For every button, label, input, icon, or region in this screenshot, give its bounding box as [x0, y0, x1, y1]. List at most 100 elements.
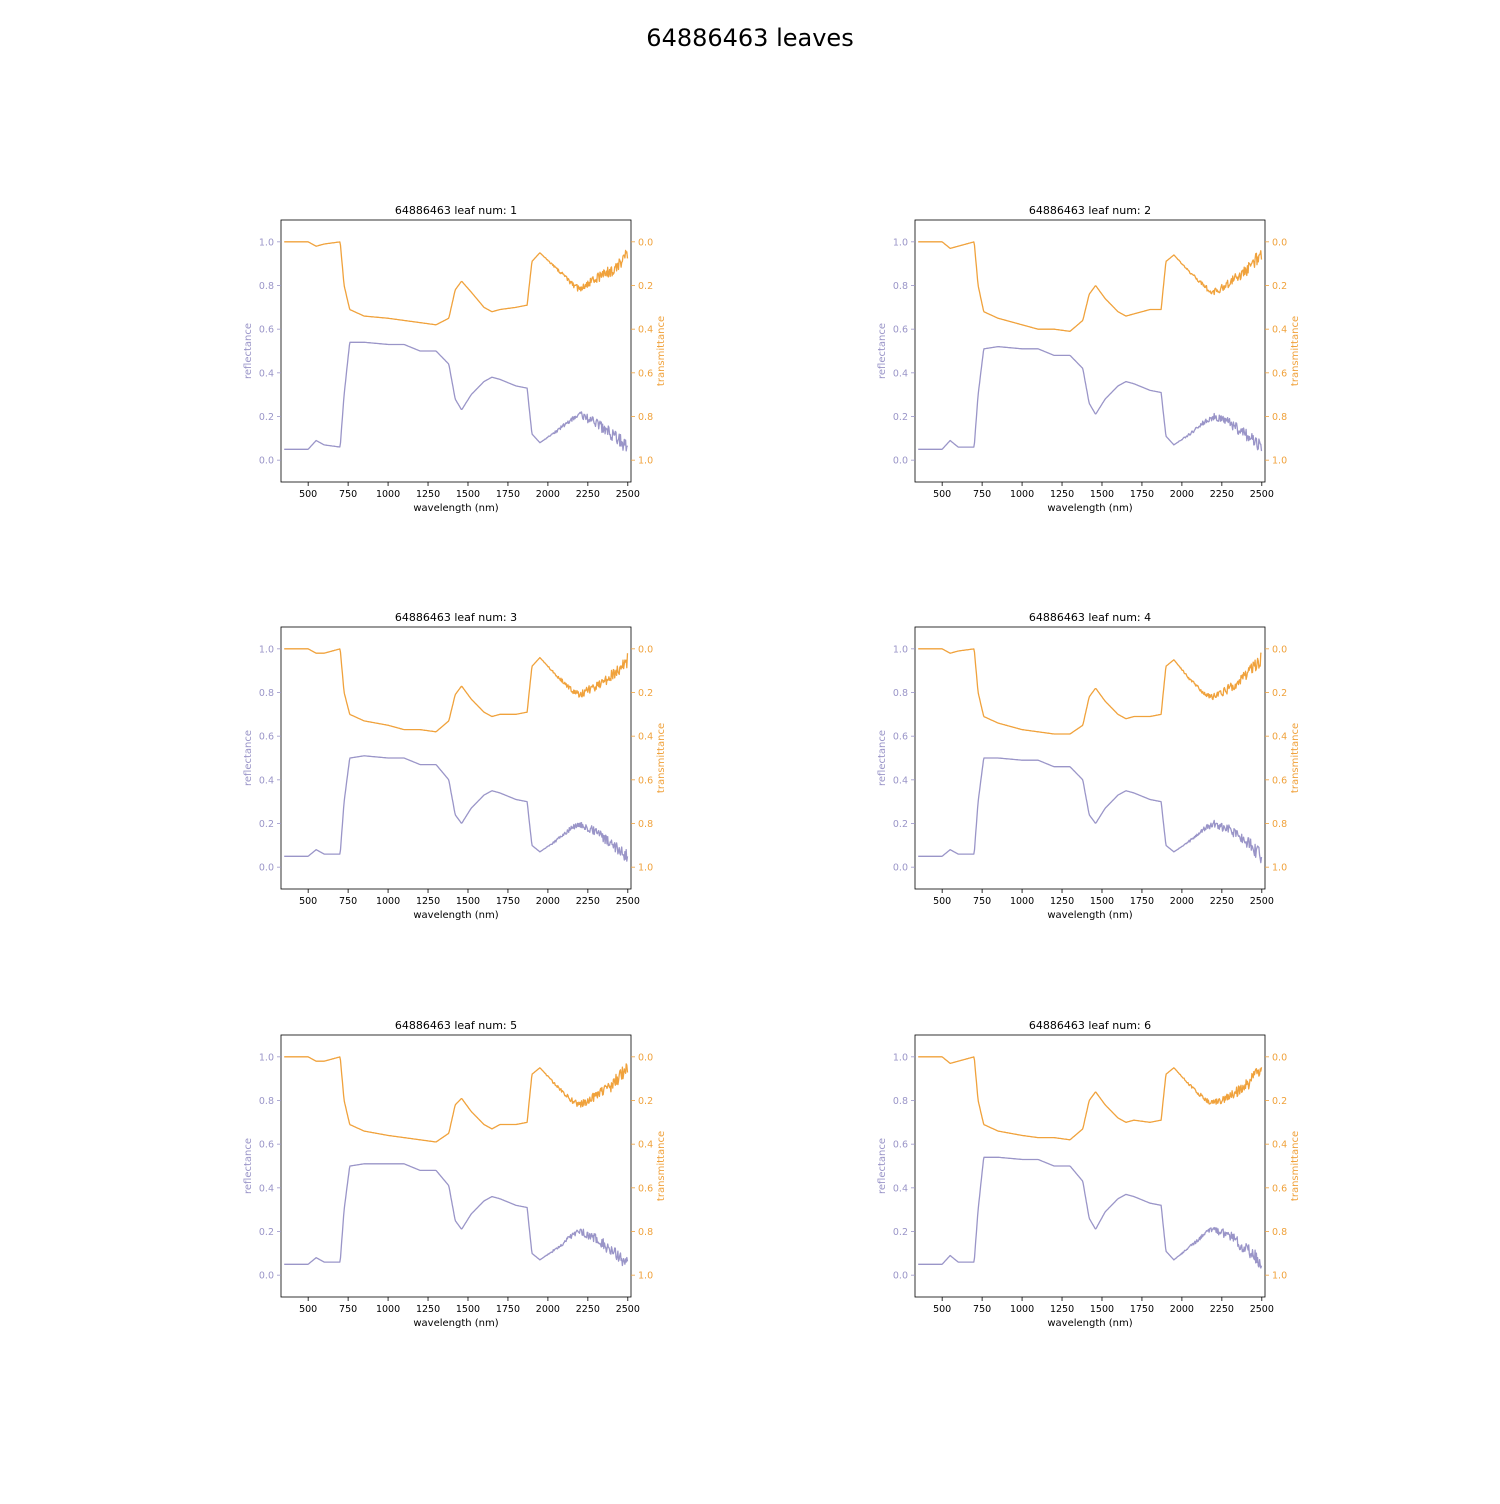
- x-tick-label: 1750: [496, 489, 520, 500]
- x-tick-label: 1250: [416, 489, 440, 500]
- x-tick-label: 2000: [1170, 896, 1194, 907]
- x-tick-label: 2500: [616, 896, 640, 907]
- x-tick-label: 1000: [376, 896, 400, 907]
- series-group: [284, 1056, 629, 1267]
- x-tick-label: 1000: [1010, 1304, 1034, 1315]
- y-tick-label: 0.8: [259, 281, 274, 292]
- y-tick-label: 0.0: [893, 456, 908, 467]
- plot-frame: [280, 626, 632, 890]
- y2-tick-label: 0.4: [638, 732, 653, 743]
- series-line-reflectance: [284, 1163, 629, 1267]
- y-tick-label: 0.6: [893, 732, 908, 743]
- x-tick-label: 2000: [1170, 489, 1194, 500]
- y-tick-label: 1.0: [259, 1052, 274, 1063]
- y2-tick-label: 0.8: [638, 412, 653, 423]
- x-tick-label: 1500: [456, 1304, 480, 1315]
- x-tick-label: 1250: [416, 1304, 440, 1315]
- series-line-reflectance: [918, 345, 1263, 452]
- y-tick-label: 0.6: [259, 325, 274, 336]
- x-tick-label: 1250: [416, 896, 440, 907]
- y-tick-label: 0.0: [259, 863, 274, 874]
- x-tick-label: 2000: [536, 896, 560, 907]
- y-axis-label: reflectance: [243, 323, 254, 379]
- y-tick-label: 0.4: [893, 368, 908, 379]
- x-tick-label: 1750: [496, 896, 520, 907]
- y2-axis-label: transmittance: [656, 1131, 667, 1201]
- series-group: [918, 648, 1263, 864]
- x-tick-label: 2250: [576, 489, 600, 500]
- y-axis-label: reflectance: [243, 730, 254, 786]
- y2-axis-label: transmittance: [1290, 723, 1301, 793]
- y-tick-label: 0.0: [893, 863, 908, 874]
- x-tick-label: 1000: [1010, 489, 1034, 500]
- y2-axis-label: transmittance: [1290, 316, 1301, 386]
- y2-tick-label: 0.0: [638, 644, 653, 655]
- y-tick-label: 0.2: [893, 1227, 908, 1238]
- chart-panel-2: 64886463 leaf num: 2 500 750 1000 1250 1500 17…: [877, 204, 1301, 514]
- y2-tick-label: 0.6: [638, 775, 653, 786]
- chart-title: 64886463 leaf num: 6: [1029, 1019, 1151, 1032]
- x-tick-label: 2500: [616, 489, 640, 500]
- y2-tick-label: 0.4: [638, 325, 653, 336]
- y2-axis-label: transmittance: [656, 316, 667, 386]
- chart-title: 64886463 leaf num: 5: [395, 1019, 517, 1032]
- y2-tick-label: 0.8: [638, 1227, 653, 1238]
- y2-tick-label: 1.0: [1272, 1271, 1287, 1282]
- y2-tick-label: 1.0: [638, 863, 653, 874]
- x-axis-label: wavelength (nm): [413, 503, 498, 514]
- y-tick-label: 0.0: [893, 1271, 908, 1282]
- chart-panel-4: 64886463 leaf num: 4 500 750 1000 1250 1500 17…: [877, 611, 1301, 921]
- y2-tick-label: 0.2: [638, 281, 653, 292]
- y2-tick-label: 0.6: [1272, 368, 1287, 379]
- x-tick-label: 2250: [576, 1304, 600, 1315]
- plot-frame: [914, 1034, 1266, 1298]
- y2-tick-label: 0.2: [1272, 688, 1287, 699]
- y2-tick-label: 0.0: [1272, 1052, 1287, 1063]
- y-tick-label: 0.2: [259, 1227, 274, 1238]
- x-tick-label: 500: [933, 896, 951, 907]
- x-tick-label: 750: [339, 896, 357, 907]
- chart-panel-1: 64886463 leaf num: 1 500 750 1000 1250 1500 17…: [243, 204, 667, 514]
- x-tick-label: 1500: [456, 896, 480, 907]
- y2-tick-label: 0.8: [1272, 1227, 1287, 1238]
- y2-tick-label: 0.6: [1272, 775, 1287, 786]
- y-axis-label: reflectance: [243, 1138, 254, 1194]
- x-axis-label: wavelength (nm): [413, 1318, 498, 1329]
- y-tick-label: 0.2: [259, 412, 274, 423]
- chart-title: 64886463 leaf num: 2: [1029, 204, 1151, 217]
- y2-tick-label: 1.0: [638, 456, 653, 467]
- x-tick-label: 750: [973, 489, 991, 500]
- y-tick-label: 0.4: [259, 368, 274, 379]
- y-tick-label: 0.6: [259, 1140, 274, 1151]
- y2-tick-label: 0.2: [1272, 1096, 1287, 1107]
- series-line-reflectance: [284, 341, 629, 452]
- y2-tick-label: 0.6: [638, 1183, 653, 1194]
- y2-tick-label: 0.0: [638, 237, 653, 248]
- y2-tick-label: 0.0: [1272, 237, 1287, 248]
- x-tick-label: 1250: [1050, 896, 1074, 907]
- x-axis-label: wavelength (nm): [1047, 503, 1132, 514]
- plot-frame: [280, 1034, 632, 1298]
- x-tick-label: 2250: [1210, 489, 1234, 500]
- x-tick-label: 500: [933, 489, 951, 500]
- x-tick-label: 1500: [1090, 489, 1114, 500]
- y2-tick-label: 0.4: [1272, 1140, 1287, 1151]
- chart-panel-3: 64886463 leaf num: 3 500 750 1000 1250 1500 17…: [243, 611, 667, 921]
- y-tick-label: 0.4: [893, 775, 908, 786]
- x-tick-label: 2250: [576, 896, 600, 907]
- y2-tick-label: 1.0: [1272, 863, 1287, 874]
- series-line-transmittance: [284, 648, 629, 733]
- y2-tick-label: 0.4: [1272, 325, 1287, 336]
- series-line-transmittance: [918, 648, 1262, 735]
- x-tick-label: 1750: [1130, 489, 1154, 500]
- y-tick-label: 0.0: [259, 456, 274, 467]
- y-tick-label: 0.4: [893, 1183, 908, 1194]
- x-tick-label: 750: [339, 489, 357, 500]
- y-tick-label: 0.8: [259, 1096, 274, 1107]
- y2-tick-label: 0.8: [1272, 819, 1287, 830]
- y-tick-label: 0.2: [893, 412, 908, 423]
- x-tick-label: 2250: [1210, 1304, 1234, 1315]
- plot-frame: [914, 219, 1266, 483]
- series-line-transmittance: [284, 241, 629, 326]
